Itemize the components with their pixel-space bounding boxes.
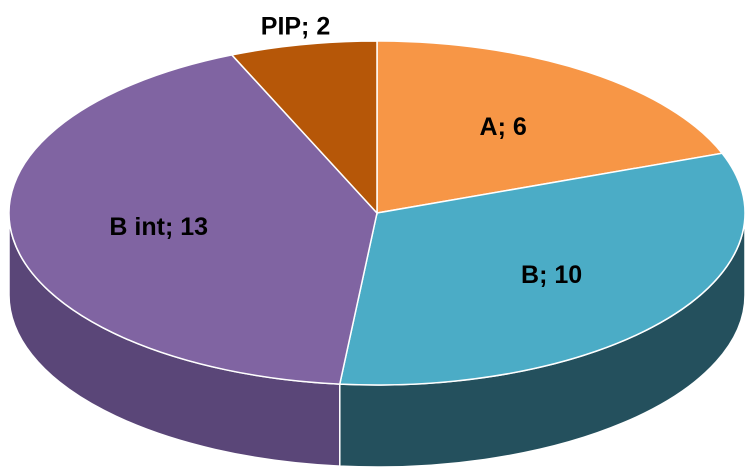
slice	[8, 54, 378, 385]
data-label: PIP; 2	[261, 12, 330, 40]
data-label: B; 10	[521, 261, 582, 289]
slice	[230, 40, 378, 215]
data-label: B int; 13	[109, 213, 208, 241]
slice	[376, 40, 724, 214]
slice	[338, 152, 746, 386]
data-label: A; 6	[480, 113, 527, 141]
